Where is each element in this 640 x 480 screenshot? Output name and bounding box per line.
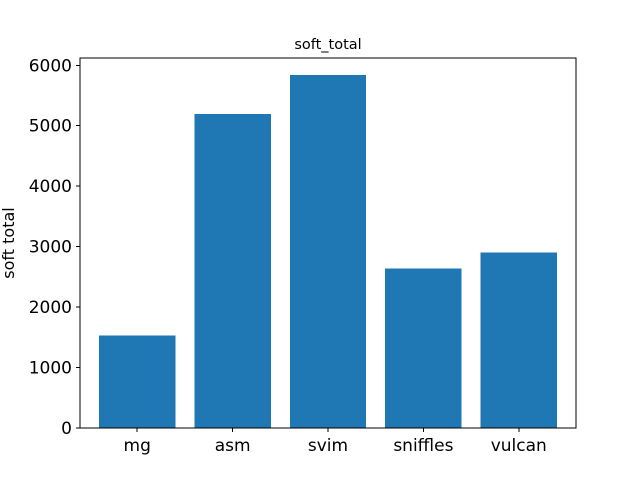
x-tick-label: vulcan [491, 436, 547, 456]
plot-frame [79, 57, 577, 429]
y-tick-label: 3000 [29, 238, 72, 258]
x-tick-label: svim [308, 436, 348, 456]
bars-group [99, 74, 557, 429]
y-tick-label: 4000 [29, 177, 72, 197]
x-axis: mg asm svim sniffles vulcan [124, 428, 547, 456]
chart-title: soft_total [294, 37, 361, 53]
y-axis-label: soft total [0, 207, 18, 278]
x-tick-label: asm [215, 436, 251, 456]
y-axis: 0 1000 2000 3000 4000 5000 6000 [29, 56, 80, 439]
bar-svim [289, 74, 367, 429]
bar-asm [194, 113, 271, 429]
bar-sniffles [385, 268, 462, 428]
y-tick-label: 6000 [29, 56, 72, 76]
bar-vulcan [480, 252, 557, 428]
x-tick-label: sniffles [393, 436, 453, 456]
y-tick-label: 2000 [29, 298, 72, 318]
y-tick-label: 5000 [29, 117, 72, 137]
x-tick-label: mg [124, 436, 151, 456]
y-tick-label: 0 [61, 419, 72, 439]
y-tick-label: 1000 [29, 359, 72, 379]
bar-mg [99, 335, 176, 428]
